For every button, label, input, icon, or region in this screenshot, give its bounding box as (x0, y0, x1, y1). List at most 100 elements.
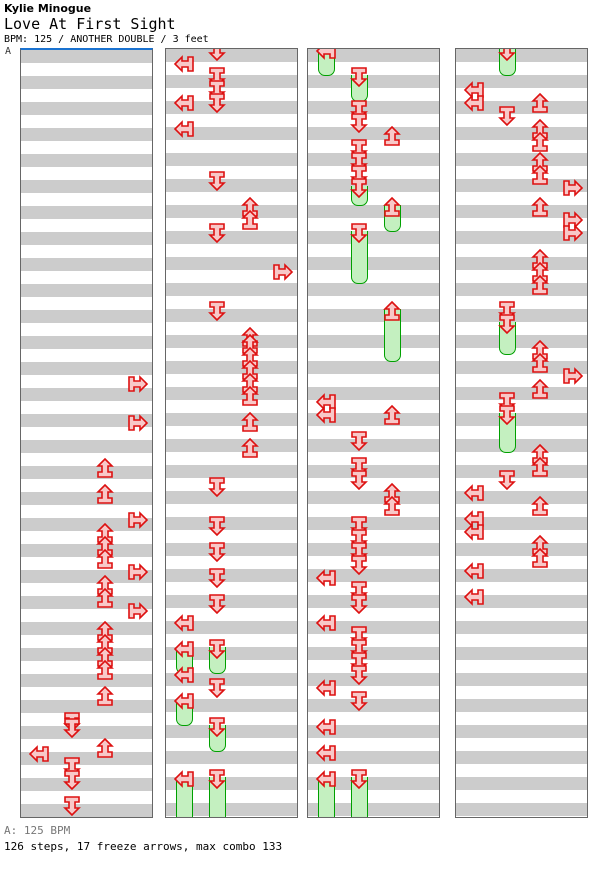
song-header: Kylie Minogue Love At First Sight BPM: 1… (4, 2, 604, 46)
beat-band (456, 257, 587, 270)
beat-band (21, 401, 152, 414)
beat-band (456, 478, 587, 491)
beat-band (456, 140, 587, 153)
freeze-arrow-body-left (175, 777, 193, 817)
beat-band (166, 751, 297, 764)
freeze-arrow-body-left (317, 777, 335, 817)
freeze-arrow-body-down (350, 777, 368, 817)
measure (308, 309, 439, 361)
freeze-arrow-body-down (208, 725, 226, 745)
beat-band (456, 205, 587, 218)
freeze-arrow-tail-up (383, 354, 401, 362)
measure (21, 362, 152, 414)
beat-band (21, 414, 152, 427)
beat-band (456, 790, 587, 803)
measure (166, 777, 297, 817)
measure (456, 153, 587, 205)
measure (456, 569, 587, 621)
beat-band (166, 556, 297, 569)
beat-band (166, 673, 297, 686)
beat-band (21, 791, 152, 804)
beat-band (308, 816, 439, 817)
beat-band (21, 752, 152, 765)
beat-band (21, 440, 152, 453)
beat-band (21, 375, 152, 388)
beat-band (166, 205, 297, 218)
beat-band (166, 244, 297, 257)
beat-band (166, 530, 297, 543)
beat-band (166, 62, 297, 75)
measure (21, 50, 152, 102)
measure (456, 673, 587, 725)
beat-band (308, 595, 439, 608)
beat-band (308, 738, 439, 751)
measure (456, 361, 587, 413)
measure (456, 101, 587, 153)
beat-band (456, 634, 587, 647)
song-title: Love At First Sight (4, 15, 176, 33)
beat-band (456, 491, 587, 504)
beat-band (308, 543, 439, 556)
beat-band (456, 88, 587, 101)
beat-band (166, 686, 297, 699)
beat-band (456, 166, 587, 179)
beat-band (166, 75, 297, 88)
beat-band (166, 140, 297, 153)
beat-band (456, 335, 587, 348)
measure (21, 258, 152, 310)
beat-band (308, 387, 439, 400)
beat-band (308, 244, 439, 257)
beat-band (21, 648, 152, 661)
measure (166, 465, 297, 517)
beat-band (456, 244, 587, 257)
beat-band (308, 140, 439, 153)
beat-band (166, 699, 297, 712)
measure (21, 570, 152, 622)
beat-band (456, 374, 587, 387)
beat-band (21, 505, 152, 518)
beat-band (166, 166, 297, 179)
measure (166, 361, 297, 413)
beat-band (308, 62, 439, 75)
freeze-arrow-tail-down (498, 68, 516, 76)
measure (308, 465, 439, 517)
beat-band (21, 89, 152, 102)
beat-band (166, 218, 297, 231)
beat-band (21, 544, 152, 557)
freeze-arrow-tail-left (317, 68, 335, 76)
freeze-arrow-body-down (350, 231, 368, 277)
beat-band (166, 114, 297, 127)
freeze-arrow-tail-down (208, 666, 226, 674)
beat-band (166, 738, 297, 751)
beat-band (166, 803, 297, 816)
measure (21, 466, 152, 518)
beat-band (166, 49, 297, 62)
beat-band (308, 335, 439, 348)
freeze-arrow-body-left (175, 647, 193, 667)
difficulty-tag: A (5, 46, 12, 57)
beat-band (456, 621, 587, 634)
beat-band (21, 167, 152, 180)
beat-band (21, 427, 152, 440)
beat-band (456, 127, 587, 140)
beat-band (456, 452, 587, 465)
beat-band (21, 726, 152, 739)
beat-band (308, 764, 439, 777)
stepchart-column-4 (455, 48, 588, 818)
freeze-arrow-tail-up (383, 224, 401, 232)
measure (166, 101, 297, 153)
measure (308, 153, 439, 205)
beat-band (308, 309, 439, 322)
beat-band (456, 62, 587, 75)
beat-band (308, 504, 439, 517)
beat-band (308, 790, 439, 803)
beat-band (21, 635, 152, 648)
beat-band (21, 258, 152, 271)
beat-band (166, 725, 297, 738)
beat-band (308, 712, 439, 725)
beat-band (308, 699, 439, 712)
beat-band (21, 778, 152, 791)
beat-band (166, 478, 297, 491)
measure (456, 465, 587, 517)
beat-band (456, 595, 587, 608)
